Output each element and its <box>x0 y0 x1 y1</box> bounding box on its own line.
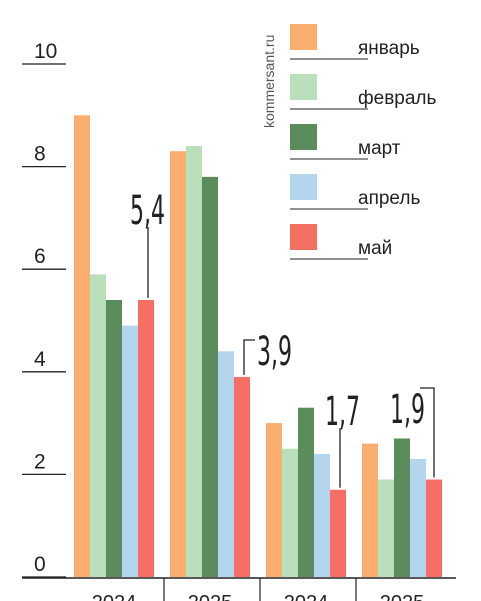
legend-swatch <box>290 74 317 100</box>
bars-group <box>74 115 442 578</box>
legend-swatch <box>290 174 317 200</box>
bar <box>282 448 298 577</box>
legend-swatch <box>290 24 317 50</box>
callouts-group: 5,4 3,9 1,7 1,9 <box>130 187 435 488</box>
callout-leader-line <box>420 387 435 478</box>
bar <box>266 423 282 577</box>
legend-label: январь <box>358 38 420 59</box>
bar <box>330 489 346 577</box>
y-tick-label: 4 <box>34 348 46 371</box>
y-tick-label: 8 <box>34 143 46 166</box>
x-tick-label: 2024 <box>92 592 137 601</box>
bar <box>362 443 378 577</box>
y-tick-label: 2 <box>34 450 46 473</box>
legend: январь февраль март апрель май <box>290 24 437 260</box>
bar <box>138 299 154 577</box>
bar <box>90 274 106 577</box>
y-tick-label: 6 <box>34 245 46 268</box>
bar <box>74 115 90 578</box>
bar <box>426 479 442 577</box>
bar <box>378 479 394 577</box>
callout-label: 3,9 <box>257 328 292 375</box>
bar <box>298 407 314 577</box>
callout-label: 5,4 <box>130 187 165 234</box>
callout-label: 1,9 <box>390 386 425 433</box>
bar <box>170 151 186 577</box>
x-tick-label: 2025 <box>188 592 233 601</box>
bar <box>202 176 218 578</box>
legend-label: апрель <box>358 188 420 209</box>
bar <box>314 453 330 577</box>
y-tick-label: 10 <box>34 40 57 63</box>
legend-label: май <box>358 238 392 259</box>
bar <box>186 146 202 577</box>
bar <box>106 299 122 577</box>
bar <box>410 459 426 577</box>
legend-swatch <box>290 124 317 150</box>
bar <box>218 351 234 577</box>
x-axis: 2024 2025 2024 2025 <box>22 577 456 601</box>
source-label: kommersant.ru <box>261 35 277 128</box>
callout-label: 1,7 <box>325 388 360 435</box>
bar <box>394 438 410 577</box>
y-tick-label: 0 <box>34 553 46 576</box>
bar <box>234 376 250 577</box>
callout-leader-line <box>243 339 255 375</box>
legend-label: февраль <box>358 88 437 109</box>
y-axis: 0 2 4 6 8 10 <box>22 40 66 578</box>
x-tick-label: 2024 <box>284 592 329 601</box>
legend-swatch <box>290 224 317 250</box>
legend-label: март <box>358 138 401 159</box>
x-tick-label: 2025 <box>380 592 425 601</box>
bar <box>122 325 138 577</box>
